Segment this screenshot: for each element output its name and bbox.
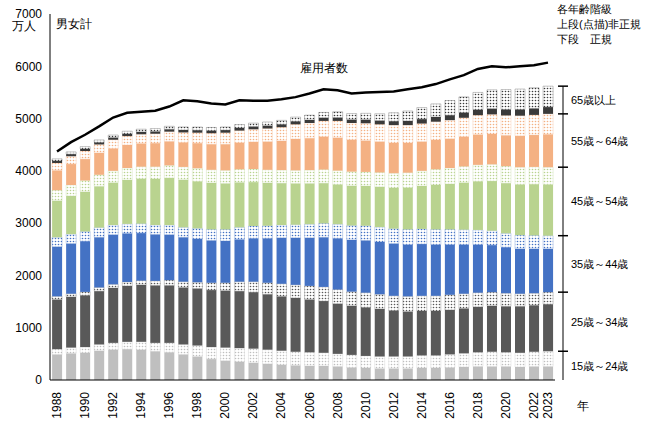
html-text:上段(点描)非正規: 上段(点描)非正規	[557, 18, 642, 30]
svg-text:0: 0	[35, 373, 42, 387]
svg-text:2016: 2016	[443, 392, 457, 419]
svg-text:1988: 1988	[50, 392, 64, 419]
svg-text:2000: 2000	[15, 269, 42, 283]
svg-text:7000: 7000	[15, 7, 42, 22]
html-text:各年齢階級: 各年齢階級	[557, 3, 612, 15]
svg-text:2018: 2018	[471, 392, 485, 419]
html-text:雇用者数: 雇用者数	[300, 61, 348, 76]
svg-text:2006: 2006	[303, 392, 317, 419]
svg-text:1992: 1992	[106, 392, 120, 419]
svg-text:35歳～44歳: 35歳～44歳	[571, 258, 628, 270]
svg-text:2008: 2008	[331, 392, 345, 419]
svg-text:45歳～54歳: 45歳～54歳	[571, 195, 628, 207]
svg-text:2000: 2000	[218, 392, 232, 419]
svg-text:2010: 2010	[359, 392, 373, 419]
svg-text:1990: 1990	[78, 392, 92, 419]
svg-text:6000: 6000	[15, 60, 42, 74]
svg-text:2020: 2020	[499, 392, 513, 419]
svg-text:4000: 4000	[15, 164, 42, 178]
html-text:年: 年	[577, 399, 589, 413]
svg-text:55歳～64歳: 55歳～64歳	[571, 135, 628, 147]
svg-text:1996: 1996	[162, 392, 176, 419]
svg-text:65歳以上: 65歳以上	[571, 94, 616, 106]
svg-text:15歳～24歳: 15歳～24歳	[571, 360, 628, 372]
svg-text:2014: 2014	[415, 392, 429, 419]
svg-text:25歳～34歳: 25歳～34歳	[571, 316, 628, 328]
html-text:下段 正規: 下段 正規	[557, 33, 612, 45]
svg-text:1994: 1994	[134, 392, 148, 419]
html-text:男女計: 男女計	[56, 17, 92, 31]
svg-text:2002: 2002	[246, 392, 260, 419]
svg-text:2022: 2022	[527, 392, 541, 419]
svg-text:3000: 3000	[15, 216, 42, 230]
svg-text:1998: 1998	[190, 392, 204, 419]
svg-text:2023: 2023	[541, 392, 555, 419]
html-text:万人: 万人	[12, 19, 36, 33]
svg-text:1000: 1000	[15, 321, 42, 335]
svg-text:2004: 2004	[274, 392, 288, 419]
svg-text:2012: 2012	[387, 392, 401, 419]
svg-text:5000: 5000	[15, 112, 42, 126]
